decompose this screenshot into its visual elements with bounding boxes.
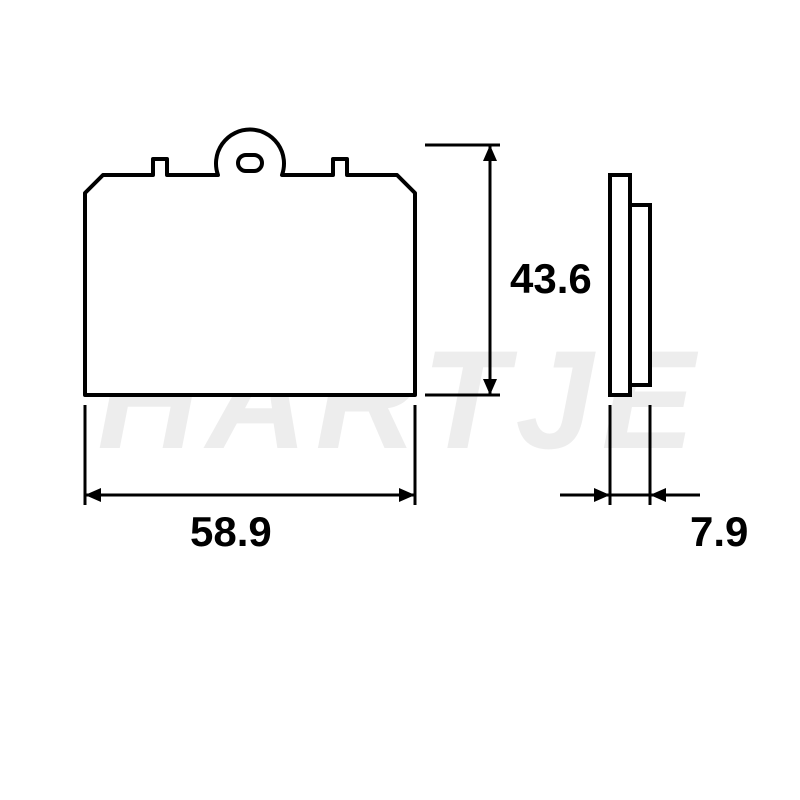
side-view: [610, 175, 650, 395]
drawing-canvas: HARTJE: [0, 0, 800, 800]
front-view: [85, 130, 415, 395]
dimension-thickness-label: 7.9: [690, 508, 748, 556]
dimension-thickness: [560, 405, 700, 505]
dimension-height-label: 43.6: [510, 255, 592, 303]
side-backing-plate: [610, 175, 630, 395]
tab-hole: [238, 155, 262, 171]
technical-drawing-svg: [0, 0, 800, 800]
side-friction-pad: [630, 205, 650, 385]
dimension-height: [425, 145, 500, 395]
dimension-width: [85, 405, 415, 505]
dimension-width-label: 58.9: [190, 508, 272, 556]
